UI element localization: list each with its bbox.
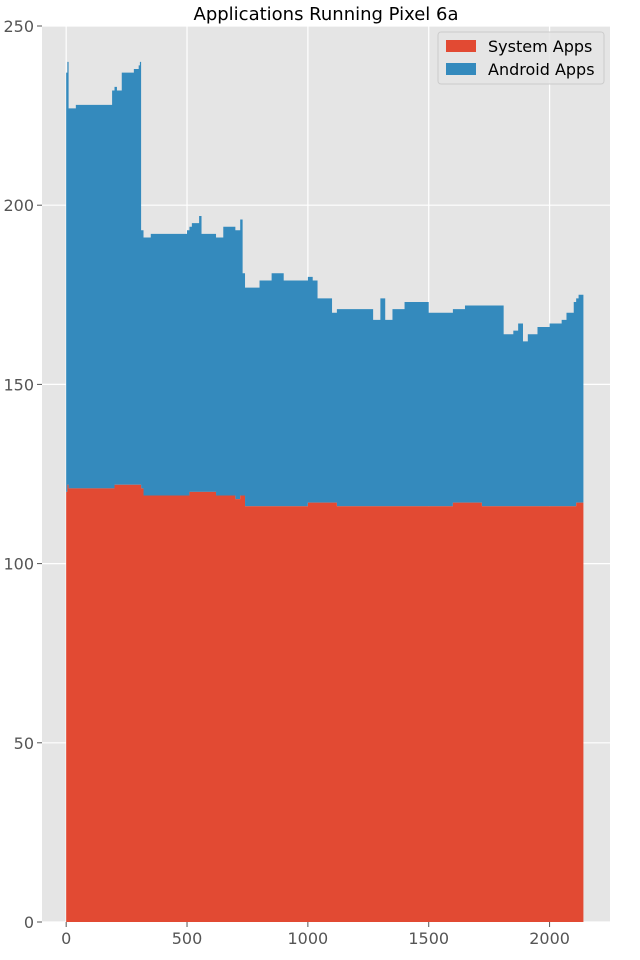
y-tick-label: 50 [14,734,34,753]
legend-swatch [446,40,476,52]
legend-swatch [446,63,476,75]
y-tick-label: 100 [3,555,34,574]
axis-ticks: 0 500 1000 1500 2000 0 50 100 150 200 250 [3,17,569,948]
legend-label: Android Apps [488,60,595,79]
x-tick-label: 0 [61,929,71,948]
area-android-apps [66,61,584,507]
legend: System Apps Android Apps [437,31,605,85]
chart-title: Applications Running Pixel 6a [194,4,459,25]
legend-label: System Apps [488,37,592,56]
x-tick-label: 1000 [288,929,329,948]
x-tick-label: 1500 [408,929,449,948]
legend-box [437,31,605,85]
area-system-apps [66,484,584,922]
y-tick-label: 250 [3,17,34,36]
y-tick-label: 150 [3,375,34,394]
stacked-areas [66,61,584,922]
y-tick-label: 0 [24,913,34,932]
x-tick-label: 500 [172,929,203,948]
y-tick-label: 200 [3,196,34,215]
x-tick-label: 2000 [529,929,570,948]
